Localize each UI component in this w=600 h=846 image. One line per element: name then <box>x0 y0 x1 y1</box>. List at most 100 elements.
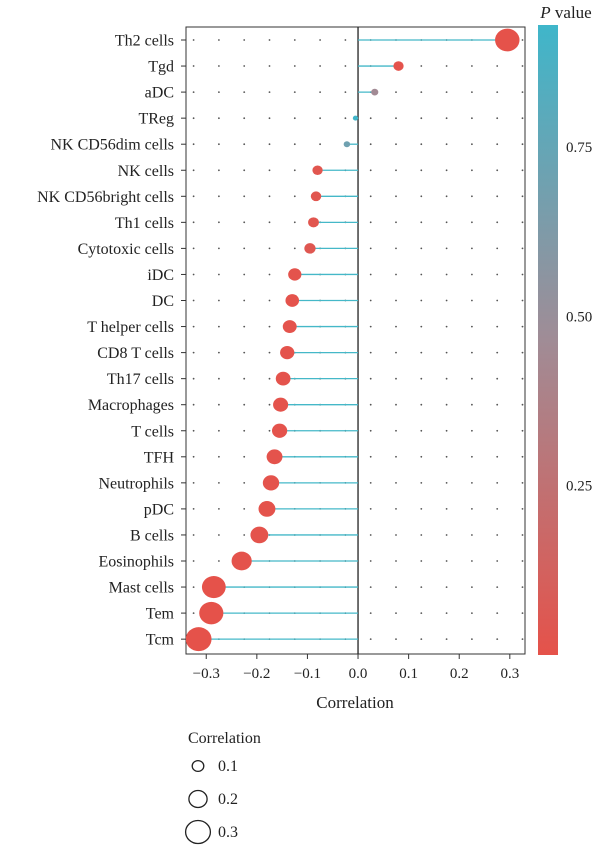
grid-dot <box>471 273 473 276</box>
grid-dot <box>192 455 195 458</box>
grid-dot <box>268 247 271 250</box>
grid-dot <box>192 508 195 510</box>
grid-dot <box>445 482 448 484</box>
grid-dot <box>521 169 524 172</box>
grid-dot <box>445 508 448 510</box>
grid-dot <box>369 429 372 432</box>
grid-dot <box>192 117 195 120</box>
grid-dot <box>243 65 246 67</box>
grid-dot <box>521 638 524 640</box>
x-tick-label: 0.3 <box>500 666 519 682</box>
grid-dot <box>369 195 372 198</box>
dot-tem <box>199 601 224 625</box>
grid-dot <box>344 117 347 120</box>
grid-dot <box>395 377 397 380</box>
grid-dot <box>218 482 220 484</box>
grid-dot <box>496 195 499 198</box>
size-legend-label: 0.1 <box>218 758 238 775</box>
category-label: CD8 T cells <box>97 345 174 362</box>
grid-dot <box>192 403 195 406</box>
grid-dot <box>319 117 321 120</box>
grid-dot <box>395 560 397 562</box>
category-label: TReg <box>138 111 174 128</box>
category-label: aDC <box>145 85 174 102</box>
grid-dot <box>471 143 473 146</box>
grid-dot <box>369 482 372 484</box>
grid-dot <box>369 169 372 172</box>
grid-dot <box>471 586 473 588</box>
category-label: Eosinophils <box>98 554 174 571</box>
grid-dot <box>218 143 220 146</box>
grid-dot <box>471 117 473 120</box>
grid-dot <box>369 273 372 276</box>
grid-dot <box>369 560 372 562</box>
grid-dot <box>192 612 195 614</box>
grid-dot <box>445 351 448 354</box>
grid-dot <box>218 247 220 250</box>
grid-dot <box>445 143 448 146</box>
grid-dot <box>445 299 448 302</box>
colorbar <box>538 25 558 655</box>
grid-dot <box>445 638 448 640</box>
grid-dot <box>293 91 296 93</box>
grid-dot <box>521 221 524 224</box>
grid-dot <box>319 143 321 146</box>
grid-dot <box>243 377 246 380</box>
colorbar-tick-label: 0.25 <box>566 479 592 495</box>
grid-dot <box>268 403 271 406</box>
grid-dot <box>395 482 397 484</box>
grid-dot <box>420 429 423 432</box>
grid-dot <box>471 377 473 380</box>
grid-dot <box>319 91 321 93</box>
plot-panel <box>185 26 526 655</box>
grid-dot <box>369 299 372 302</box>
category-label: Neutrophils <box>98 475 174 492</box>
grid-dot <box>521 65 524 67</box>
size-legend-circle <box>188 789 208 809</box>
grid-dot <box>521 534 524 536</box>
grid-dot <box>218 299 220 302</box>
grid-dot <box>369 143 372 146</box>
grid-dot <box>445 195 448 198</box>
x-axis-ticks: −0.3 −0.2 −0.1 0.0 0.1 0.2 0.3 <box>193 654 519 682</box>
stems <box>198 39 508 640</box>
grid-dot <box>395 534 397 536</box>
grid-dot <box>445 247 448 250</box>
grid-dot <box>192 482 195 484</box>
grid-dot <box>420 299 423 302</box>
grid-dot <box>395 117 397 120</box>
grid-dot <box>243 534 246 536</box>
grid-dot <box>496 534 499 536</box>
x-tick-label: −0.2 <box>243 666 270 682</box>
grid-dot <box>192 560 195 562</box>
grid-dot <box>369 455 372 458</box>
grid-dot <box>192 325 195 328</box>
dot-treg <box>352 115 359 121</box>
colorbar-tick-label: 0.75 <box>566 140 592 156</box>
size-legend: 0.1 0.2 0.3 <box>184 758 238 845</box>
grid-dot <box>420 325 423 328</box>
grid-dot <box>445 169 448 172</box>
grid-dot <box>471 65 473 67</box>
grid-dot <box>293 117 296 120</box>
grid-dot <box>395 612 397 614</box>
dot-t-cells <box>271 423 288 438</box>
grid-dot <box>268 65 271 67</box>
grid-dot <box>445 273 448 276</box>
colorbar-ticks: 0.75 0.50 0.25 <box>566 140 592 495</box>
grid-dot <box>293 195 296 198</box>
x-tick-label: 0.1 <box>399 666 418 682</box>
grid-dot <box>471 221 473 224</box>
grid-dot <box>420 403 423 406</box>
grid-dot <box>243 403 246 406</box>
dot-neutrophils <box>262 475 280 491</box>
colorbar-title-rest: value <box>551 3 592 22</box>
grid-dot <box>192 143 195 146</box>
grid-dot <box>496 403 499 406</box>
grid-dot <box>192 247 195 250</box>
dot-cytotoxic-cells <box>304 243 316 254</box>
grid-dot <box>293 39 296 41</box>
grid-dot <box>445 325 448 328</box>
size-legend-label: 0.2 <box>218 791 238 808</box>
